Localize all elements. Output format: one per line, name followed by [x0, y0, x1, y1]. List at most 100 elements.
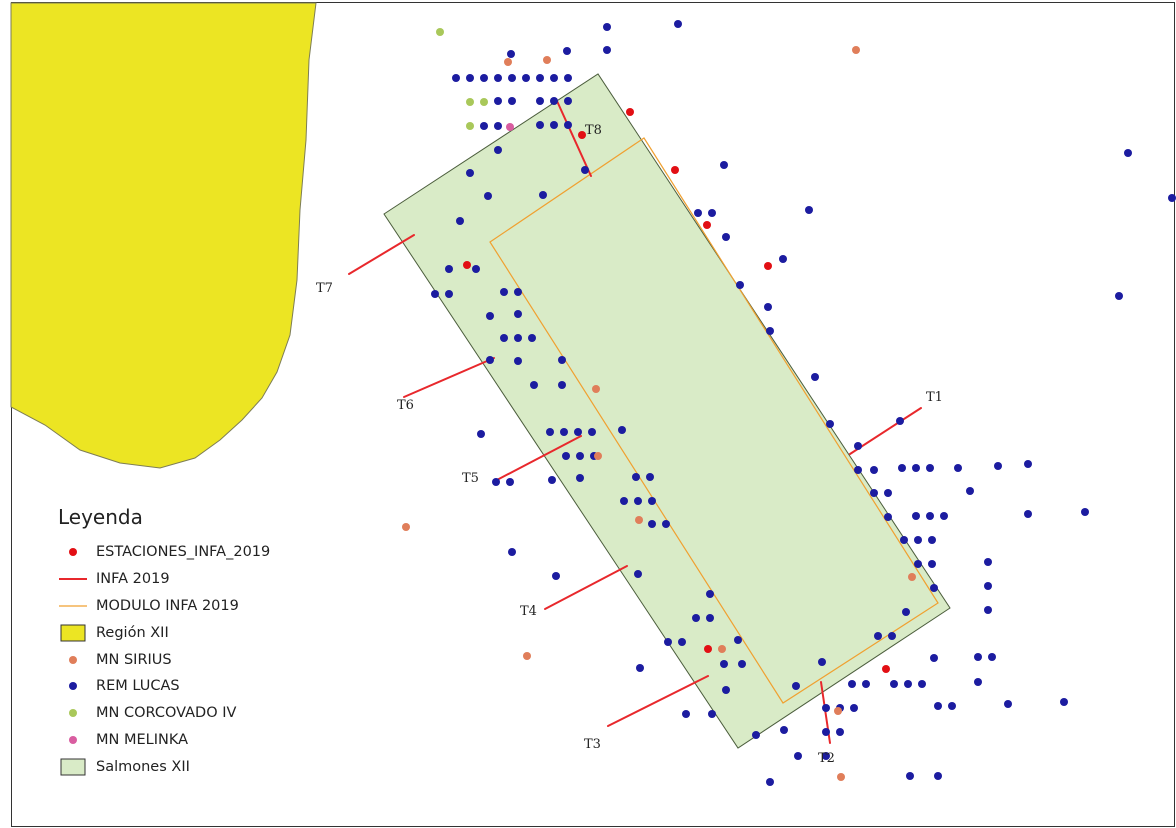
- rem-lucas-point: [722, 233, 730, 241]
- rem-lucas-point: [507, 50, 515, 58]
- label-t8: T8: [585, 123, 602, 138]
- mn-sirius-point: [837, 773, 845, 781]
- rem-lucas-point: [706, 590, 714, 598]
- legend-item: ESTACIONES_INFA_2019: [58, 539, 318, 566]
- legend-item-label: REM LUCAS: [96, 678, 180, 695]
- rem-lucas-point: [486, 356, 494, 364]
- rem-lucas-point: [492, 478, 500, 486]
- rem-lucas-point: [494, 146, 502, 154]
- rem-lucas-point: [603, 46, 611, 54]
- mn-sirius-point: [908, 573, 916, 581]
- rem-lucas-point: [752, 731, 760, 739]
- estacion-infa-2019-point: [764, 262, 772, 270]
- rem-lucas-point: [706, 614, 714, 622]
- legend-item-label: MN CORCOVADO IV: [96, 705, 237, 722]
- rem-lucas-point: [766, 327, 774, 335]
- legend-item-label: MN SIRIUS: [96, 651, 172, 668]
- rem-lucas-point: [508, 548, 516, 556]
- rem-lucas-point: [536, 121, 544, 129]
- mn-melinka-point: [506, 123, 514, 131]
- modulo-infa-2019: [489, 137, 939, 704]
- rem-lucas-point: [984, 582, 992, 590]
- rem-lucas-point: [930, 584, 938, 592]
- label-t6: T6: [397, 398, 414, 413]
- mn-sirius-point: [523, 652, 531, 660]
- rem-lucas-point: [870, 466, 878, 474]
- rem-lucas-point: [552, 572, 560, 580]
- rem-lucas-point: [648, 497, 656, 505]
- rem-lucas-point: [452, 74, 460, 82]
- rem-lucas-point: [618, 426, 626, 434]
- rem-lucas-point: [445, 265, 453, 273]
- mn-corcovado-iv-point: [466, 122, 474, 130]
- rem-lucas-point: [692, 614, 700, 622]
- transect-t7: [348, 234, 415, 275]
- rem-lucas-point: [456, 217, 464, 225]
- legend-title: Leyenda: [58, 505, 143, 529]
- legend: Leyenda ESTACIONES_INFA_2019 INFA 2019 MOD…: [58, 505, 318, 780]
- rem-lucas-point: [560, 428, 568, 436]
- rem-lucas-point: [550, 74, 558, 82]
- rem-lucas-point: [779, 255, 787, 263]
- rem-lucas-point: [466, 169, 474, 177]
- rem-lucas-point: [558, 356, 566, 364]
- sample-points: [402, 20, 1176, 786]
- rem-lucas-point: [811, 373, 819, 381]
- mn-sirius-point: [402, 523, 410, 531]
- label-t3: T3: [584, 737, 601, 752]
- rem-lucas-point: [514, 288, 522, 296]
- rem-lucas-point: [546, 428, 554, 436]
- mn-corcovado-iv-point: [466, 98, 474, 106]
- rem-lucas-point: [836, 728, 844, 736]
- rem-lucas-point: [514, 310, 522, 318]
- rem-lucas-point: [550, 121, 558, 129]
- rem-lucas-point: [548, 476, 556, 484]
- rem-lucas-point: [954, 464, 962, 472]
- rem-lucas-point: [1115, 292, 1123, 300]
- rem-lucas-point: [564, 74, 572, 82]
- rem-lucas-point: [912, 464, 920, 472]
- rem-lucas-point: [494, 74, 502, 82]
- mn-sirius-point: [594, 452, 602, 460]
- map-frame: [11, 2, 1175, 827]
- rem-lucas-point: [1024, 510, 1032, 518]
- rem-lucas-point: [918, 680, 926, 688]
- label-t2: T2: [818, 751, 835, 766]
- rem-lucas-point: [564, 97, 572, 105]
- rem-lucas-point: [528, 334, 536, 342]
- legend-item-label: MODULO INFA 2019: [96, 597, 239, 614]
- estacion-infa-2019-point: [578, 131, 586, 139]
- rem-lucas-point: [508, 74, 516, 82]
- rem-lucas-point: [900, 536, 908, 544]
- rem-lucas-point: [588, 428, 596, 436]
- rem-lucas-point: [674, 20, 682, 28]
- legend-item-label: Región XII: [96, 624, 169, 641]
- rem-lucas-point: [780, 726, 788, 734]
- rem-lucas-point: [974, 653, 982, 661]
- transect-labels: T1 T2 T3 T4 T5 T6 T7 T8: [316, 123, 943, 766]
- rem-lucas-point: [930, 654, 938, 662]
- rem-lucas-point: [480, 74, 488, 82]
- rem-lucas-point: [926, 512, 934, 520]
- rem-lucas-point: [508, 97, 516, 105]
- legend-item: MN MELINKA: [58, 727, 318, 754]
- mn-sirius-point: [592, 385, 600, 393]
- rem-lucas-point: [792, 682, 800, 690]
- legend-item: Región XII: [58, 619, 318, 646]
- rem-lucas-point: [445, 290, 453, 298]
- rem-lucas-point: [576, 452, 584, 460]
- rem-lucas-point: [486, 312, 494, 320]
- estacion-infa-2019-point: [671, 166, 679, 174]
- rem-lucas-point: [722, 686, 730, 694]
- rem-lucas-point: [822, 728, 830, 736]
- rem-lucas-point: [822, 704, 830, 712]
- legend-item-label: Salmones XII: [96, 758, 190, 775]
- label-t1: T1: [926, 390, 943, 405]
- rem-lucas-point: [914, 536, 922, 544]
- rem-lucas-point: [678, 638, 686, 646]
- rem-lucas-point: [898, 464, 906, 472]
- rem-lucas-point: [562, 452, 570, 460]
- rem-lucas-point: [634, 497, 642, 505]
- rem-lucas-point: [940, 512, 948, 520]
